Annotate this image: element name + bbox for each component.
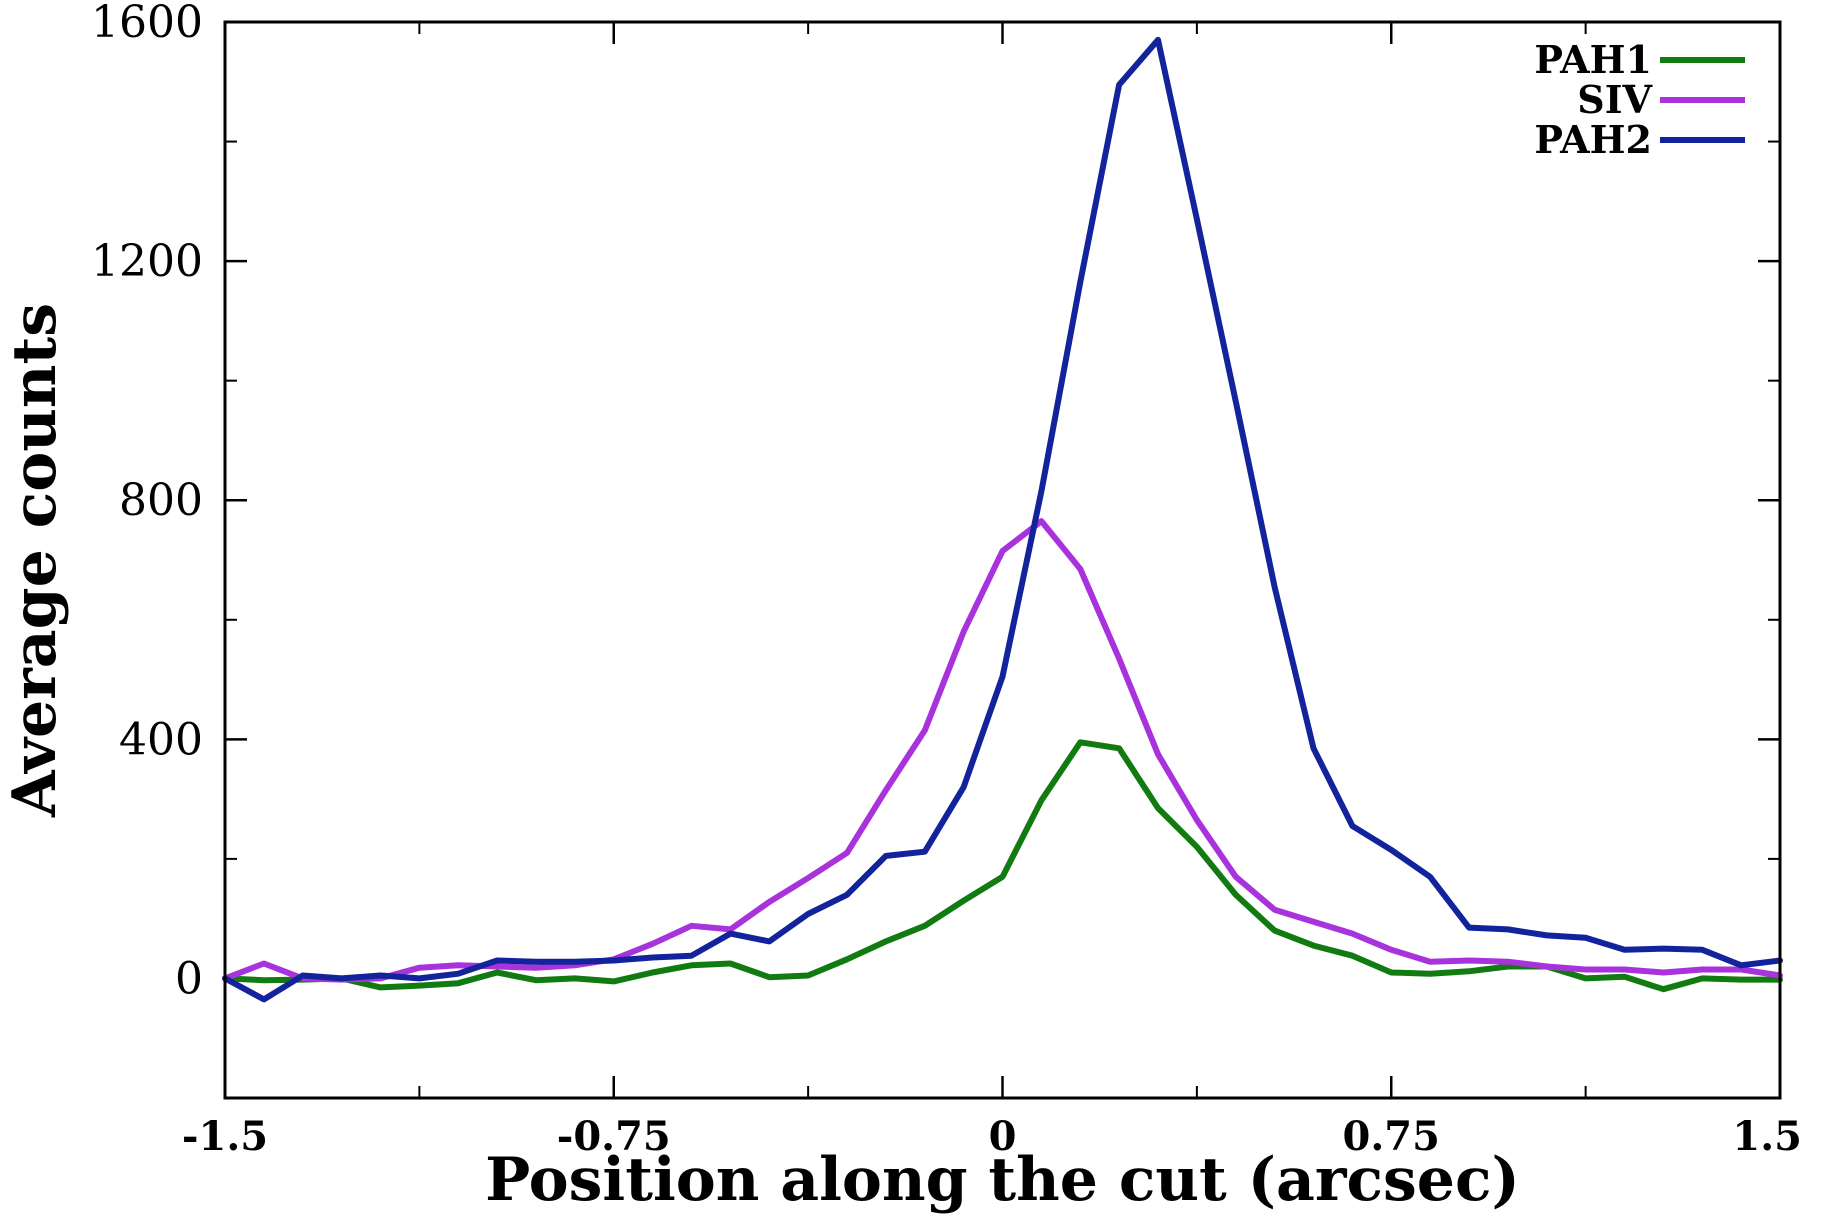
series-line-pah1: [222, 739, 1783, 993]
y-axis-title: Average counts: [0, 303, 70, 818]
legend-label-siv: SIV: [1577, 77, 1653, 122]
x-minor-ticks: [418, 22, 1587, 1098]
x-tick-label: 0: [989, 1113, 1017, 1160]
legend-label-pah1: PAH1: [1534, 37, 1652, 82]
legend-label-pah2: PAH2: [1534, 117, 1652, 162]
x-tick-label: 1.5: [1732, 1113, 1802, 1160]
x-tick-label: -1.5: [182, 1113, 268, 1160]
x-axis-tick-labels: -1.5 -0.75 0 0.75 1.5: [182, 1113, 1802, 1160]
y-tick-label: 0: [175, 953, 203, 1004]
x-axis-title: Position along the cut (arcsec): [485, 1145, 1520, 1215]
y-tick-label: 1600: [91, 0, 203, 48]
x-tick-label: -0.75: [557, 1113, 671, 1160]
y-tick-label: 1200: [91, 236, 203, 287]
y-major-ticks: [225, 20, 1780, 980]
series-line-siv: [222, 518, 1783, 983]
series-lines: [222, 36, 1783, 1003]
y-tick-label: 800: [119, 475, 203, 526]
plot-area-frame: [223, 20, 1782, 1100]
y-axis-tick-labels: 0 400 800 1200 1600: [91, 0, 203, 1004]
y-tick-label: 400: [119, 714, 203, 765]
series-line-pah2: [222, 36, 1783, 1003]
x-tick-label: 0.75: [1343, 1113, 1440, 1160]
y-minor-ticks: [225, 140, 1780, 1099]
